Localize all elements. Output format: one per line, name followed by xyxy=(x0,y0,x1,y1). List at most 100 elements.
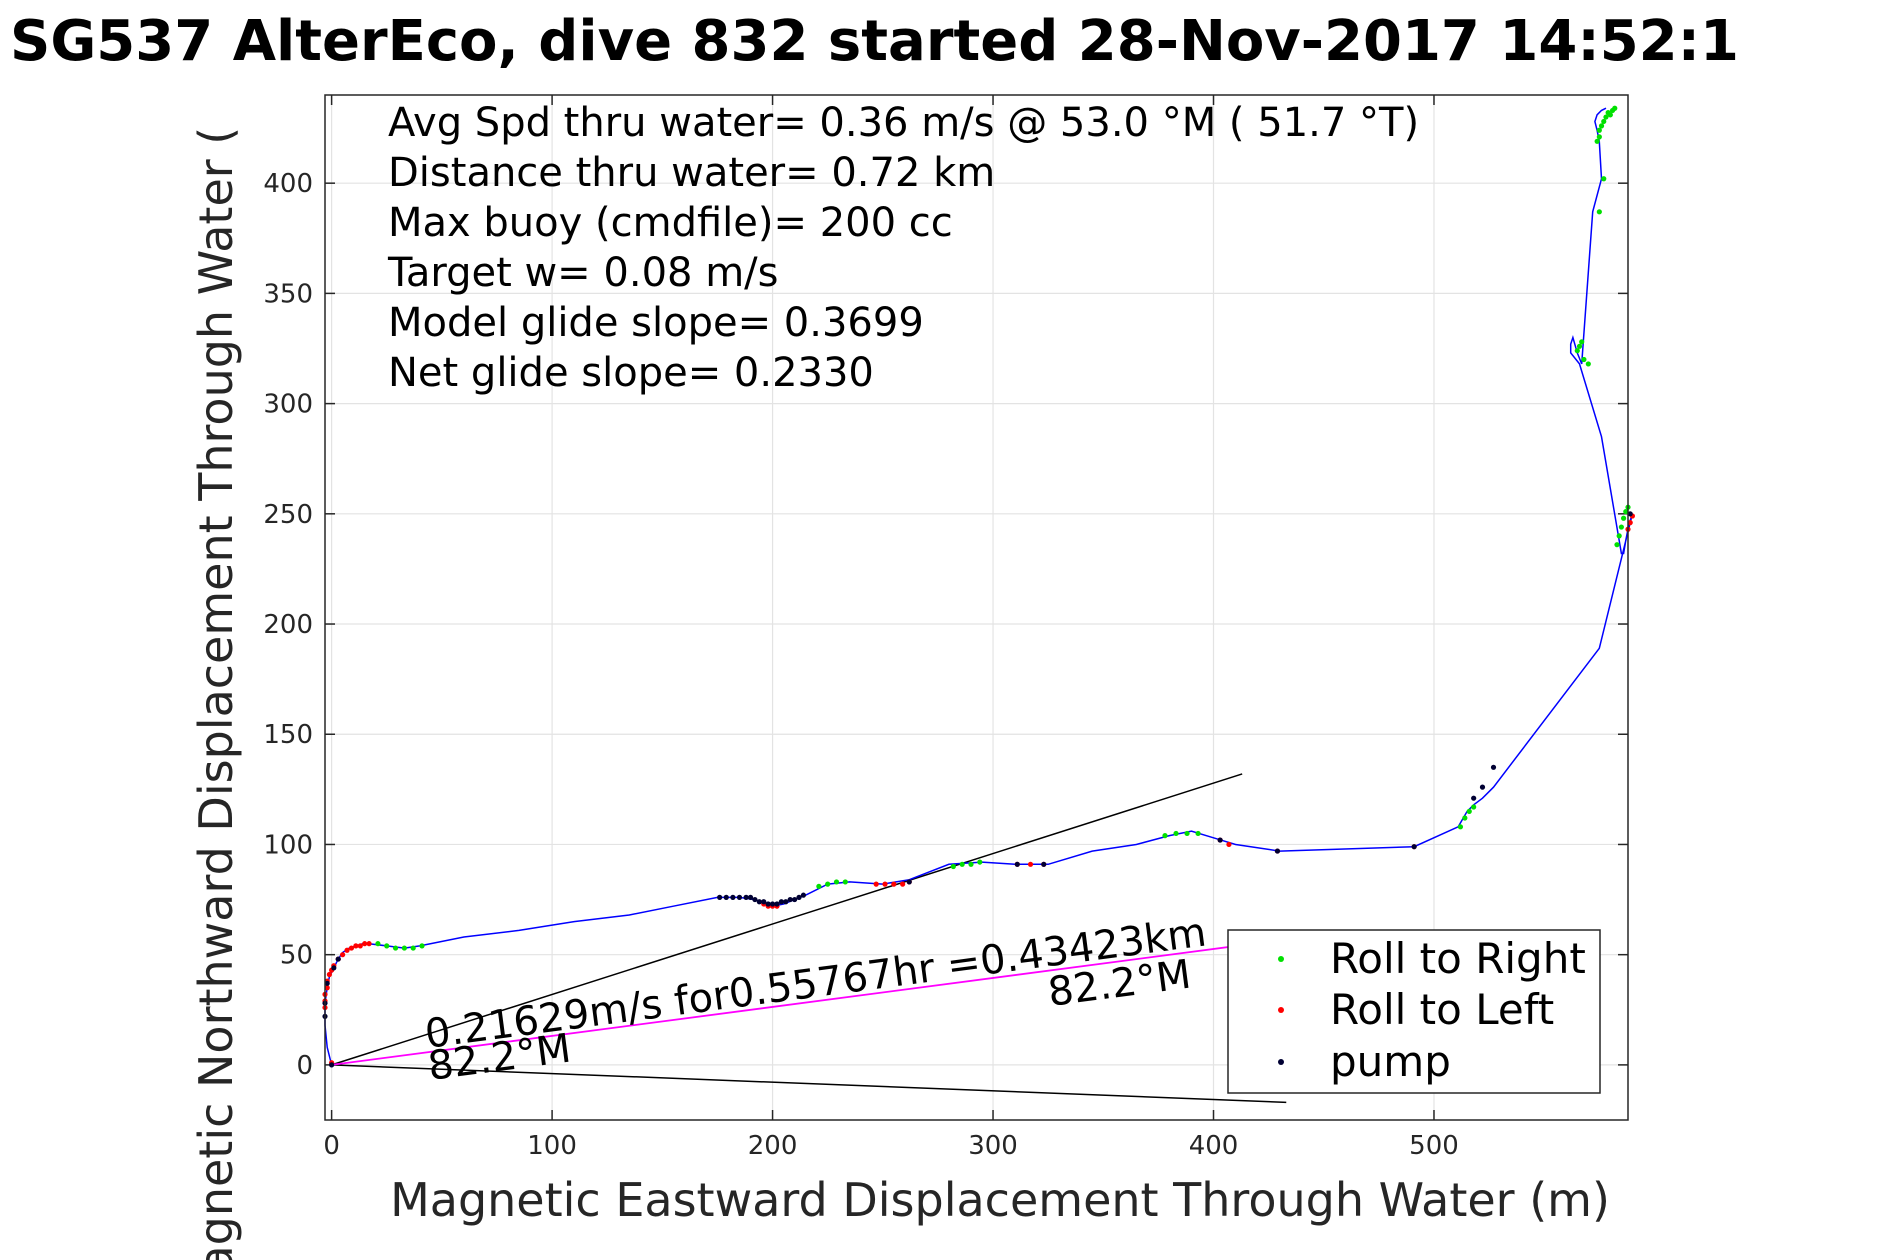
roll-right-point xyxy=(384,943,390,949)
roll-right-point xyxy=(825,881,831,887)
roll-left-point xyxy=(344,947,350,953)
x-tick-label: 500 xyxy=(1409,1131,1459,1161)
roll-right-point xyxy=(1162,833,1168,839)
pump-point xyxy=(787,896,793,903)
y-tick-label: 0 xyxy=(296,1051,313,1081)
y-tick-label: 100 xyxy=(263,830,313,860)
pump-point xyxy=(769,901,776,907)
marker-layer xyxy=(322,105,1636,1068)
roll-left-point xyxy=(324,985,330,991)
roll-right-point xyxy=(1585,361,1591,367)
roll-right-point xyxy=(1601,176,1607,182)
roll-right-point xyxy=(1462,815,1468,821)
current-vector-line xyxy=(331,940,1271,1066)
roll-right-point xyxy=(1596,134,1602,140)
pump-point xyxy=(723,894,729,900)
roll-right-point xyxy=(1466,808,1472,814)
info-line-model-glide: Model glide slope= 0.3699 xyxy=(388,300,924,346)
pump-point xyxy=(774,901,780,907)
pump-point xyxy=(730,894,736,900)
pump-point xyxy=(1014,861,1020,867)
roll-left-point xyxy=(340,952,346,958)
roll-left-point xyxy=(1627,520,1633,526)
roll-right-point xyxy=(959,861,965,867)
info-line-net-glide: Net glide slope= 0.2330 xyxy=(388,350,874,396)
y-axis-label: Magnetic Northward Displacement Through … xyxy=(189,127,243,1260)
roll-right-point xyxy=(1579,339,1585,345)
roll-right-point xyxy=(1607,112,1613,118)
roll-right-point xyxy=(833,879,840,885)
y-tick-label: 150 xyxy=(263,720,313,750)
roll-left-point xyxy=(353,943,359,949)
pump-point xyxy=(1274,848,1281,854)
y-tick-label: 200 xyxy=(263,610,313,640)
y-tick-label: 400 xyxy=(263,169,313,199)
pump-point xyxy=(329,1062,335,1068)
x-tick-label: 100 xyxy=(527,1131,577,1161)
legend-marker-roll-right xyxy=(1278,956,1284,962)
pump-point xyxy=(736,894,743,900)
y-tick-label: 50 xyxy=(280,941,313,971)
pump-point xyxy=(717,894,723,900)
info-line-avg-speed: Avg Spd thru water= 0.36 m/s @ 53.0 °M (… xyxy=(388,100,1419,146)
x-tick-labels: 0 100 200 300 400 500 xyxy=(323,1131,1458,1161)
x-tick-label: 400 xyxy=(1189,1131,1239,1161)
roll-right-point xyxy=(410,945,416,951)
roll-left-point xyxy=(1027,861,1034,867)
axis-ticks xyxy=(325,95,1628,1120)
roll-right-point xyxy=(977,859,983,865)
roll-right-point xyxy=(1574,348,1580,354)
roll-right-point xyxy=(1612,105,1618,111)
info-line-target-w: Target w= 0.08 m/s xyxy=(387,250,778,296)
roll-left-point xyxy=(326,971,333,978)
roll-right-point xyxy=(1603,114,1609,120)
x-axis-label: Magnetic Eastward Displacement Through W… xyxy=(390,1173,1610,1227)
pump-point xyxy=(756,899,762,905)
pump-point xyxy=(1471,795,1477,801)
roll-right-point xyxy=(1594,138,1600,144)
roll-right-point xyxy=(1623,509,1629,515)
y-tick-label: 300 xyxy=(263,390,313,420)
legend-label-roll-right: Roll to Right xyxy=(1330,934,1586,983)
roll-right-point xyxy=(419,943,425,949)
roll-right-point xyxy=(1616,533,1622,539)
roll-left-point xyxy=(900,881,906,887)
roll-right-point xyxy=(1471,804,1477,810)
roll-right-point xyxy=(401,945,407,951)
roll-right-point xyxy=(950,863,956,870)
heading-cone-line xyxy=(331,1064,1287,1104)
info-text-block: Avg Spd thru water= 0.36 m/s @ 53.0 °M (… xyxy=(387,100,1419,396)
legend-box xyxy=(1227,929,1601,1094)
roll-left-point xyxy=(357,943,363,949)
roll-right-point xyxy=(1601,118,1607,125)
roll-left-point xyxy=(882,881,888,887)
pump-point xyxy=(778,899,784,905)
roll-right-point xyxy=(1173,830,1179,837)
pump-point xyxy=(800,892,807,898)
roll-right-point xyxy=(1457,824,1464,830)
legend: Roll to Right Roll to Left pump xyxy=(1227,929,1601,1094)
pump-point xyxy=(765,901,771,907)
x-tick-label: 200 xyxy=(748,1131,798,1161)
pump-point xyxy=(761,899,767,905)
pump-point xyxy=(783,899,789,905)
pump-point xyxy=(792,896,798,903)
legend-marker-roll-left xyxy=(1278,1007,1284,1013)
pump-point xyxy=(1411,844,1417,850)
roll-left-point xyxy=(873,881,879,887)
pump-point xyxy=(1479,784,1486,790)
pump-point xyxy=(331,965,337,971)
legend-label-pump: pump xyxy=(1330,1037,1451,1086)
roll-left-point xyxy=(891,881,897,887)
roll-right-point xyxy=(816,883,822,889)
legend-marker-pump xyxy=(1278,1059,1284,1065)
y-tick-label: 350 xyxy=(263,279,313,309)
x-tick-label: 0 xyxy=(323,1131,340,1161)
roll-right-point xyxy=(1614,542,1620,548)
plot-frame xyxy=(324,94,1629,1121)
roll-left-point xyxy=(362,941,368,947)
pump-point xyxy=(747,894,754,900)
roll-right-point xyxy=(1195,830,1201,837)
pump-point xyxy=(1490,764,1497,770)
